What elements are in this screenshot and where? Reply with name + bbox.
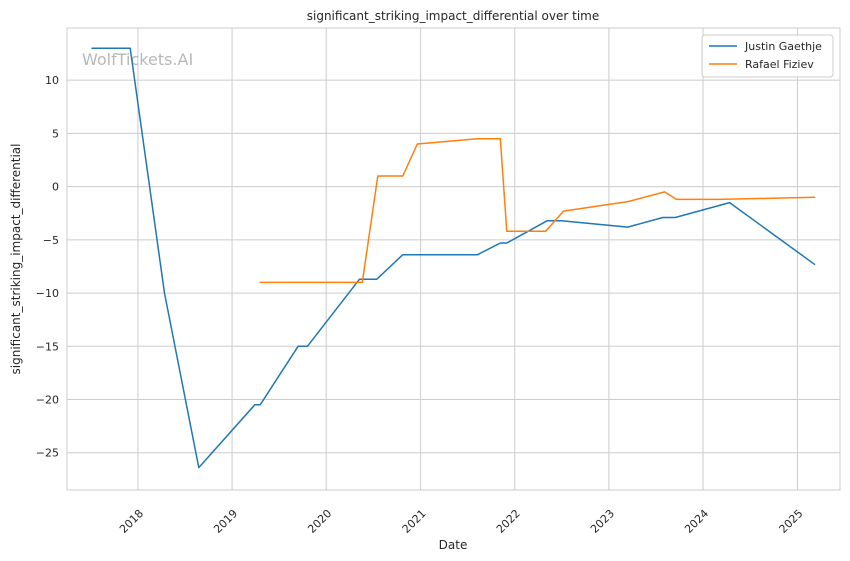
y-tick-label-minus-20: −20 — [36, 394, 59, 407]
series-line-justin-gaethje — [91, 47, 816, 469]
plot-frame — [66, 27, 841, 491]
y-tick-label-minus-15: −15 — [36, 340, 59, 353]
y-tick-label-0: 0 — [52, 181, 59, 194]
x-axis-label: Date — [439, 538, 468, 552]
legend-label-rafael-fiziev: Rafael Fiziev — [745, 58, 814, 71]
legend: Justin Gaethje Rafael Fiziev — [701, 34, 834, 78]
y-tick-label-minus-25: −25 — [36, 447, 59, 460]
legend-label-justin-gaethje: Justin Gaethje — [744, 40, 822, 53]
y-tick-label-10: 10 — [45, 74, 59, 87]
series-layer — [91, 47, 816, 469]
series-line-rafael-fiziev — [259, 137, 816, 284]
x-gridlines — [137, 28, 798, 490]
chart-title: significant_striking_impact_differential… — [307, 9, 599, 23]
y-tick-label-minus-5: −5 — [43, 234, 59, 247]
y-gridlines — [67, 79, 840, 454]
y-tick-label-5: 5 — [52, 127, 59, 140]
y-tick-labels: 10 5 0 −5 −10 −15 −20 −25 — [36, 74, 59, 460]
y-tick-label-minus-10: −10 — [36, 287, 59, 300]
watermark-text: WolfTickets.AI — [82, 50, 193, 69]
y-axis-label: significant_striking_impact_differential — [9, 144, 23, 375]
